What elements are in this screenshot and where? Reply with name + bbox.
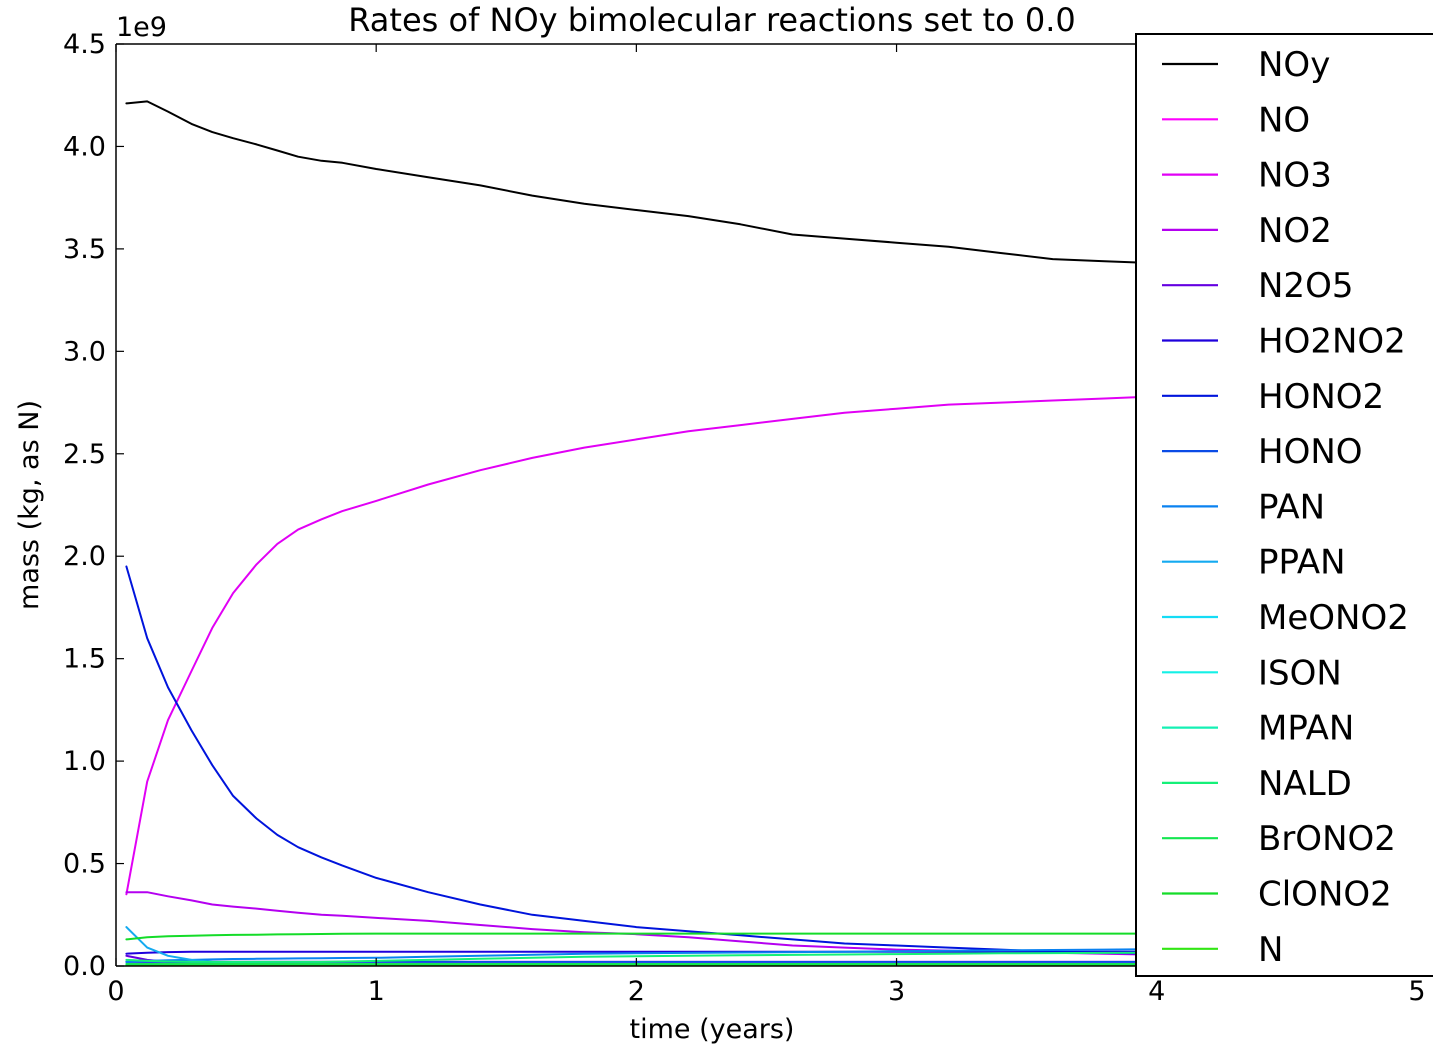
legend-label-no3: NO3: [1258, 156, 1332, 196]
series-line-ho2no2: [125, 950, 1236, 955]
y-tick-label: 1.5: [63, 644, 106, 675]
y-tick-label: 4.0: [63, 131, 106, 162]
legend-label-brono2: BrONO2: [1258, 819, 1396, 859]
series-line-pan: [125, 947, 1236, 963]
x-tick-label: 5: [1408, 976, 1425, 1007]
series-line-nald: [125, 951, 1236, 963]
legend-label-meono2: MeONO2: [1258, 598, 1409, 638]
y-tick-label: 3.0: [63, 336, 106, 367]
legend-label-n2o5: N2O5: [1258, 266, 1353, 306]
legend-label-pan: PAN: [1258, 487, 1325, 527]
legend-label-no: NO: [1258, 100, 1310, 140]
chart-title: Rates of NOy bimolecular reactions set t…: [348, 1, 1075, 39]
legend-label-hono2: HONO2: [1258, 377, 1384, 417]
x-axis-label: time (years): [630, 1014, 795, 1045]
x-tick-label: 4: [1148, 976, 1165, 1007]
series-line-no3: [125, 393, 1236, 896]
y-tick-label: 4.5: [63, 29, 106, 60]
x-tick-label: 1: [368, 976, 385, 1007]
y-axis-label: mass (kg, as N): [14, 400, 45, 610]
y-tick-label: 0.0: [63, 951, 106, 982]
legend: NOy NO NO3 NO2 N2O5 HO2NO2 HONO2 HONO PAN PPAN MeO…: [1135, 33, 1433, 977]
legend-label-mpan: MPAN: [1258, 709, 1354, 749]
y-tick-label: 1.0: [63, 746, 106, 777]
legend-label-clono2: ClONO2: [1258, 875, 1392, 915]
legend-label-hono: HONO: [1258, 432, 1363, 472]
y-tick-label: 3.5: [63, 234, 106, 265]
legend-label-ison: ISON: [1258, 653, 1342, 693]
series-layer: [125, 100, 1236, 966]
legend-label-ppan: PPAN: [1258, 543, 1346, 583]
legend-label-no2: NO2: [1258, 211, 1332, 251]
legend-box: [1135, 33, 1433, 977]
legend-label-noy: NOy: [1258, 45, 1330, 85]
legend-label-n: N: [1258, 930, 1283, 970]
x-tick-label: 0: [107, 976, 124, 1007]
series-line-clono2: [125, 932, 1236, 941]
x-tick-label: 3: [888, 976, 905, 1007]
y-tick-label: 0.5: [63, 849, 106, 880]
y-tick-label: 2.5: [63, 439, 106, 470]
y-tick-label: 2.0: [63, 541, 106, 572]
y-offset-label: 1e9: [116, 12, 167, 43]
legend-label-nald: NALD: [1258, 764, 1352, 804]
x-tick-label: 2: [628, 976, 645, 1007]
series-line-noy: [125, 100, 1236, 269]
legend-label-ho2no2: HO2NO2: [1258, 322, 1406, 362]
